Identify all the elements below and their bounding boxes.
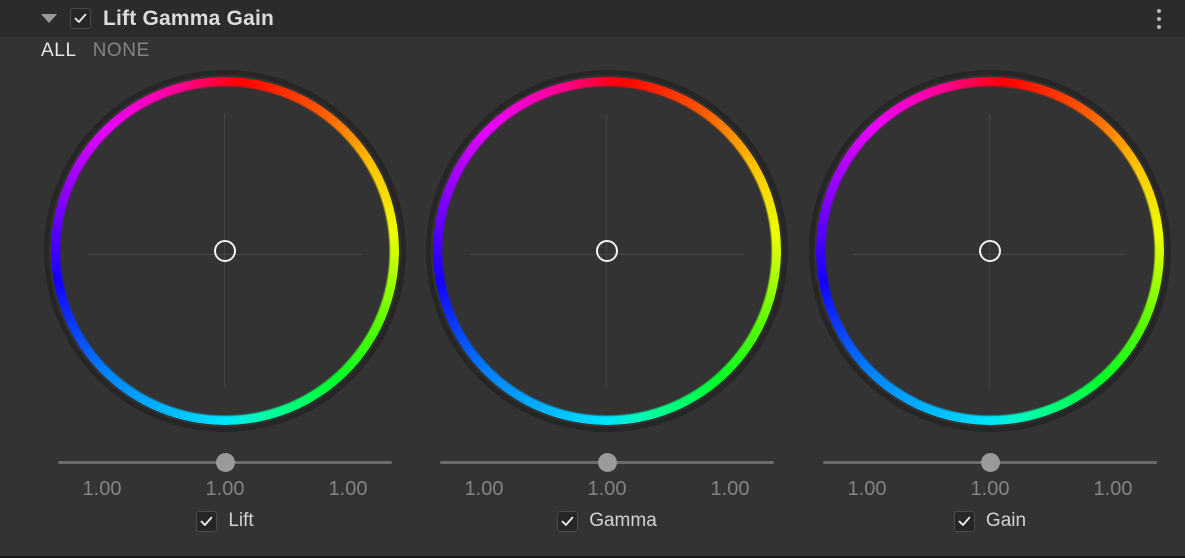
enable-checkbox-gain[interactable] xyxy=(953,510,975,532)
wheel-outer-ring xyxy=(44,70,406,432)
enable-checkbox-gamma[interactable] xyxy=(557,510,579,532)
value-row-gamma: 1.00 1.00 1.00 xyxy=(434,478,780,501)
color-wheel-gain[interactable] xyxy=(807,68,1173,442)
master-slider-lift[interactable] xyxy=(58,450,392,474)
footer-gain: Gain xyxy=(807,510,1173,532)
value-field-lift-blue[interactable]: 1.00 xyxy=(328,478,368,500)
value-field-gain-blue[interactable]: 1.00 xyxy=(1093,478,1133,500)
panel-enable-checkbox[interactable] xyxy=(70,8,91,29)
kebab-dot xyxy=(1157,17,1161,21)
color-wheel-lift[interactable] xyxy=(42,68,408,442)
slider-knob-gamma[interactable] xyxy=(598,453,617,472)
label-lift: Lift xyxy=(228,510,254,531)
page-title: Lift Gamma Gain xyxy=(103,6,275,30)
value-field-gamma-red[interactable]: 1.00 xyxy=(464,478,504,500)
checkmark-icon xyxy=(958,516,971,526)
select-none-button[interactable]: NONE xyxy=(92,40,150,61)
wheel-handle-gamma[interactable] xyxy=(596,240,618,262)
wheel-handle-gain[interactable] xyxy=(979,240,1001,262)
wheel-handle-lift[interactable] xyxy=(214,240,236,262)
color-wheel-column-lift: 1.00 1.00 1.00 Lift xyxy=(42,68,408,556)
value-field-lift-green[interactable]: 1.00 xyxy=(205,478,245,500)
panel-header: Lift Gamma Gain xyxy=(0,0,1185,37)
checkmark-icon xyxy=(74,13,87,23)
value-field-lift-red[interactable]: 1.00 xyxy=(82,478,122,500)
value-row-lift: 1.00 1.00 1.00 xyxy=(52,478,398,501)
wheel-outer-ring xyxy=(809,70,1171,432)
label-gamma: Gamma xyxy=(589,510,657,531)
slider-knob-gain[interactable] xyxy=(981,453,1000,472)
value-row-gain: 1.00 1.00 1.00 xyxy=(817,478,1163,501)
value-field-gamma-green[interactable]: 1.00 xyxy=(587,478,627,500)
select-all-button[interactable]: ALL xyxy=(41,40,77,61)
color-wheel-gamma[interactable] xyxy=(424,68,790,442)
master-slider-gain[interactable] xyxy=(823,450,1157,474)
value-field-gamma-blue[interactable]: 1.00 xyxy=(710,478,750,500)
enable-checkbox-lift[interactable] xyxy=(196,510,218,532)
slider-knob-lift[interactable] xyxy=(216,453,235,472)
label-gain: Gain xyxy=(985,510,1027,531)
master-slider-gamma[interactable] xyxy=(440,450,774,474)
value-field-gain-green[interactable]: 1.00 xyxy=(970,478,1010,500)
footer-lift: Lift xyxy=(42,510,408,532)
kebab-dot xyxy=(1157,9,1161,13)
footer-gamma: Gamma xyxy=(424,510,790,532)
color-wheel-column-gain: 1.00 1.00 1.00 Gain xyxy=(807,68,1173,556)
value-field-gain-red[interactable]: 1.00 xyxy=(847,478,887,500)
checkmark-icon xyxy=(561,516,574,526)
selection-row: ALL NONE xyxy=(41,40,150,62)
triangle-down-icon[interactable] xyxy=(41,14,57,23)
checkmark-icon xyxy=(200,516,213,526)
kebab-menu-icon[interactable] xyxy=(1150,6,1168,32)
kebab-dot xyxy=(1157,25,1161,29)
color-wheel-column-gamma: 1.00 1.00 1.00 Gamma xyxy=(424,68,790,556)
wheel-outer-ring xyxy=(426,70,788,432)
